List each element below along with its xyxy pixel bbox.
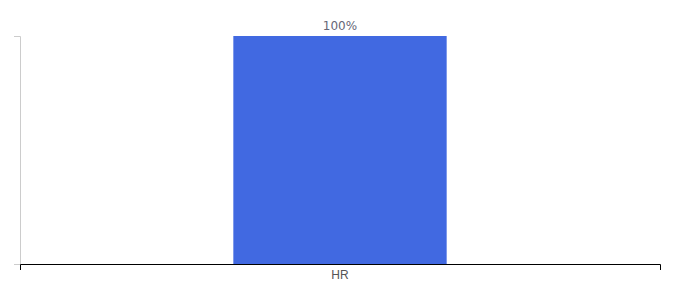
x-axis: HR [21,264,661,282]
chart-svg: HR 100% [0,0,680,300]
chart-container: HR 100% [0,0,680,300]
x-tick-label: HR [331,268,349,282]
data-label: 100% [323,19,357,33]
bars [233,36,446,264]
plot-area: HR 100% [14,19,661,282]
bar [233,36,446,264]
y-axis-line [14,37,21,265]
data-labels: 100% [323,19,357,33]
x-tick: HR [331,264,349,282]
y-axis [14,37,21,265]
